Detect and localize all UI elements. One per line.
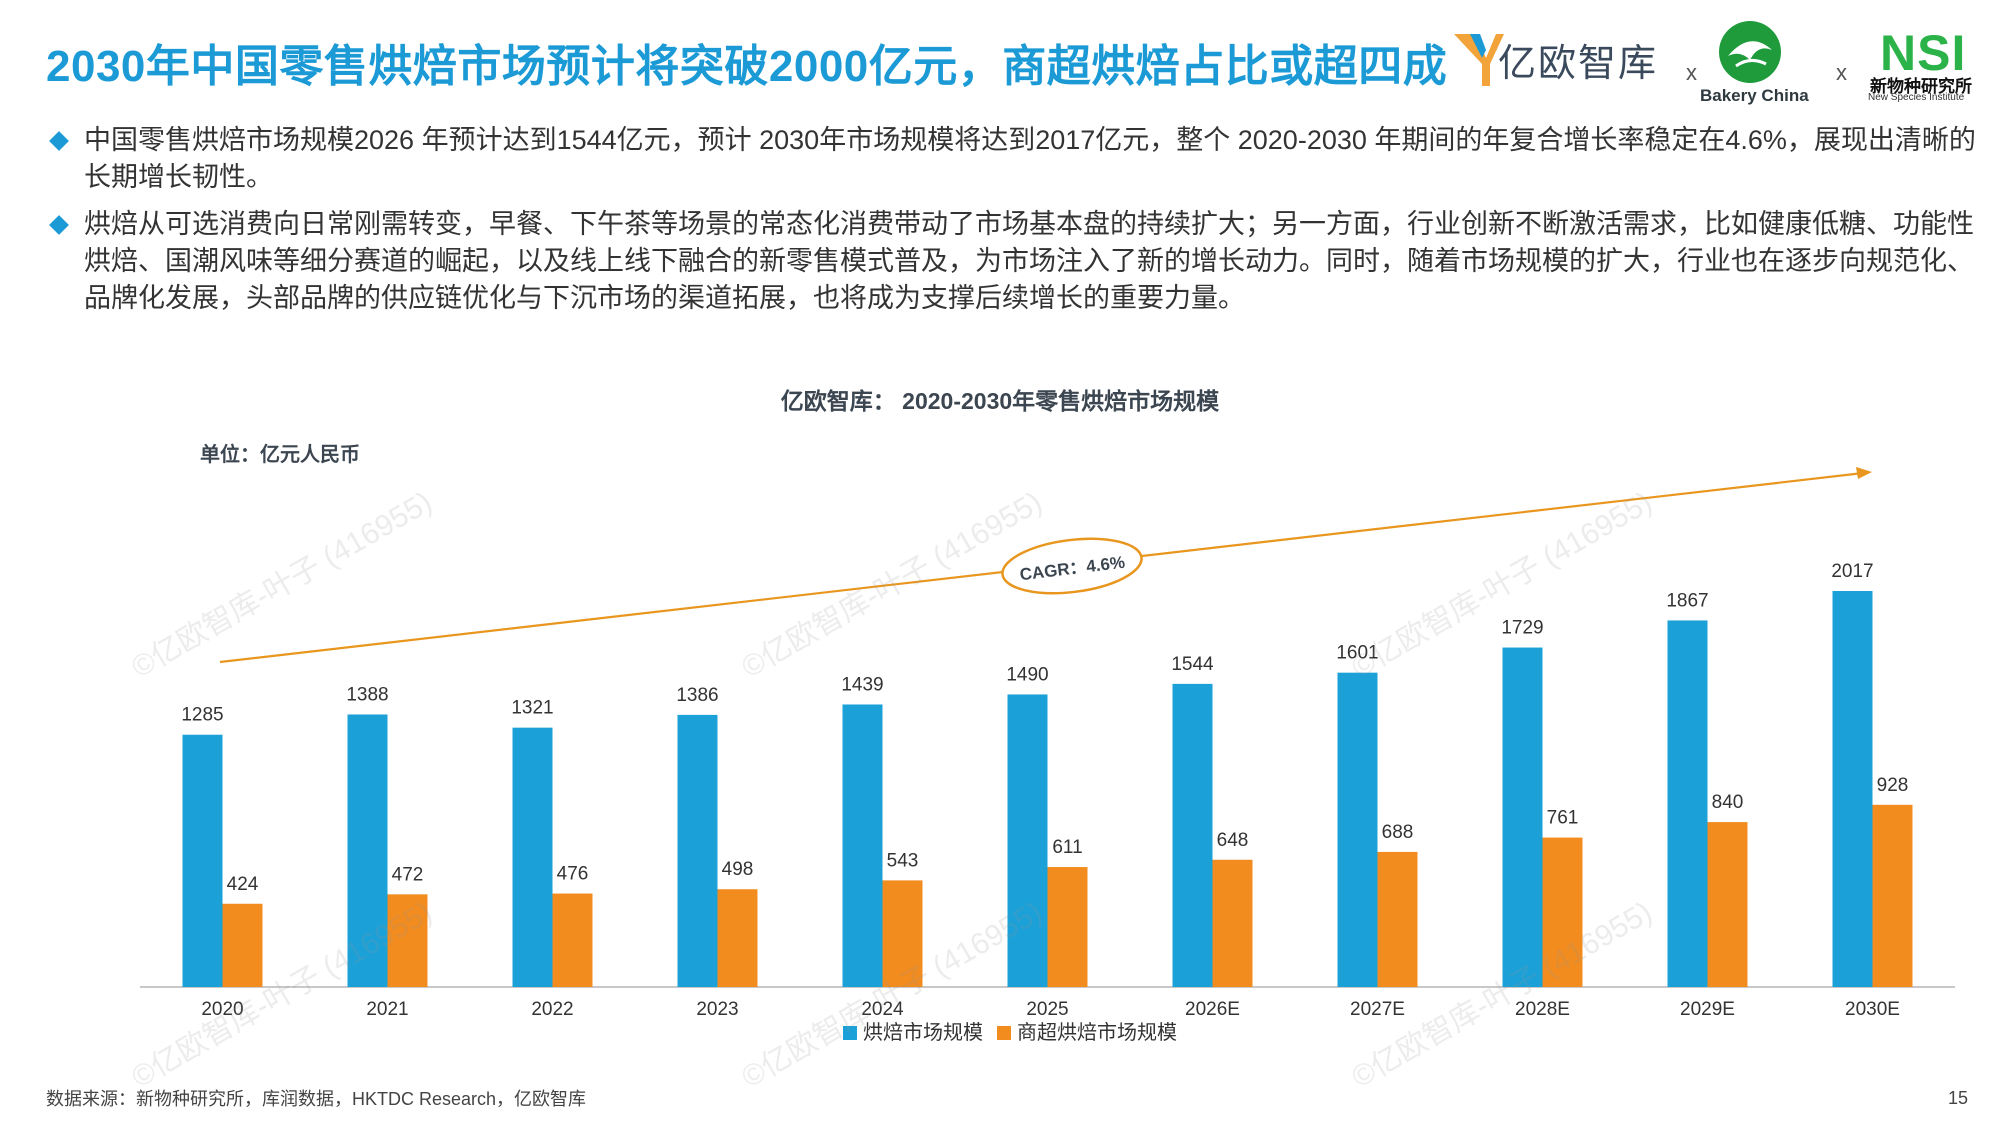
yiou-logo-icon bbox=[1454, 34, 1504, 86]
bar bbox=[347, 714, 388, 987]
data-label: 840 bbox=[1712, 792, 1744, 813]
bar bbox=[882, 880, 923, 987]
data-label: 498 bbox=[722, 859, 754, 880]
bar bbox=[552, 893, 593, 987]
x-tick-label: 2021 bbox=[366, 999, 408, 1020]
bar bbox=[1542, 837, 1583, 987]
bullet-list: 中国零售烘焙市场规模2026 年预计达到1544亿元，预计 2030年市场规模将… bbox=[46, 122, 1976, 327]
bullet-text: 烘焙从可选消费向日常刚需转变，早餐、下午茶等场景的常态化消费带动了市场基本盘的持… bbox=[84, 209, 1974, 313]
chart-title: 亿欧智库： 2020-2030年零售烘焙市场规模 bbox=[780, 388, 1220, 414]
unit-label: 单位：亿元人民币 bbox=[200, 444, 360, 466]
nsi-en-name: New Species Institute bbox=[1868, 92, 1965, 103]
data-label: 1729 bbox=[1501, 618, 1543, 639]
bar bbox=[1832, 591, 1873, 987]
x-tick-label: 2029E bbox=[1680, 999, 1735, 1020]
cagr-arrowhead bbox=[1856, 467, 1872, 479]
data-label: 1439 bbox=[841, 674, 883, 695]
x-tick-label: 2022 bbox=[531, 999, 573, 1020]
data-label: 1867 bbox=[1666, 590, 1708, 611]
bullet-item: 烘焙从可选消费向日常刚需转变，早餐、下午茶等场景的常态化消费带动了市场基本盘的持… bbox=[46, 206, 1976, 317]
bar bbox=[717, 889, 758, 987]
bar bbox=[1502, 647, 1543, 987]
x-tick-label: 2024 bbox=[861, 999, 904, 1020]
data-label: 424 bbox=[227, 874, 259, 895]
bar bbox=[1377, 851, 1418, 987]
data-label: 688 bbox=[1382, 822, 1414, 843]
bar bbox=[1337, 672, 1378, 987]
data-label: 1321 bbox=[511, 698, 553, 719]
bullet-item: 中国零售烘焙市场规模2026 年预计达到1544亿元，预计 2030年市场规模将… bbox=[46, 122, 1976, 196]
data-label: 1388 bbox=[346, 684, 388, 705]
bar bbox=[1007, 694, 1048, 987]
bar bbox=[1667, 620, 1708, 987]
data-source: 数据来源：新物种研究所，库润数据，HKTDC Research，亿欧智库 bbox=[46, 1089, 587, 1109]
nsi-cn-name: 新物种研究所 bbox=[1870, 77, 1972, 96]
data-label: 928 bbox=[1877, 775, 1909, 796]
data-label: 1601 bbox=[1336, 643, 1378, 664]
bar bbox=[1212, 859, 1253, 987]
data-label: 476 bbox=[557, 864, 589, 885]
bakery-china-logo-icon bbox=[1719, 21, 1781, 83]
bar bbox=[512, 727, 553, 987]
legend-swatch bbox=[997, 1026, 1011, 1040]
bar bbox=[1707, 822, 1748, 987]
yiou-logo-text: 亿欧智库 bbox=[1498, 41, 1659, 85]
bullet-text: 中国零售烘焙市场规模2026 年预计达到1544亿元，预计 2030年市场规模将… bbox=[84, 125, 1976, 192]
x-tick-label: 2023 bbox=[696, 999, 738, 1020]
x-tick-label: 2030E bbox=[1845, 999, 1900, 1020]
x-tick-label: 2020 bbox=[201, 999, 243, 1020]
data-label: 1544 bbox=[1171, 654, 1214, 675]
data-label: 648 bbox=[1217, 830, 1249, 851]
bakery-china-text: Bakery China bbox=[1700, 86, 1809, 105]
nsi-logo-text: NSI bbox=[1880, 25, 1967, 81]
legend-swatch bbox=[843, 1026, 857, 1040]
page-title: 2030年中国零售烘焙市场预计将突破2000亿元，商超烘焙占比或超四成 bbox=[46, 42, 1448, 91]
bar bbox=[222, 903, 263, 987]
bar bbox=[1047, 867, 1088, 987]
data-label: 1386 bbox=[676, 685, 718, 706]
partner-logos: 亿欧智库 x Bakery China x NSI 新物种研究所 New Spe… bbox=[1440, 20, 1980, 110]
data-label: 472 bbox=[392, 864, 424, 885]
data-label: 543 bbox=[887, 850, 919, 871]
bar bbox=[387, 894, 428, 987]
data-label: 1490 bbox=[1006, 664, 1048, 685]
bar bbox=[1172, 683, 1213, 987]
legend-label: 商超烘焙市场规模 bbox=[1017, 1021, 1177, 1044]
cagr-ellipse bbox=[1001, 537, 1143, 595]
logo-separator: x bbox=[1686, 60, 1697, 85]
bar bbox=[677, 714, 718, 987]
data-label: 1285 bbox=[181, 705, 223, 726]
bar bbox=[182, 734, 223, 987]
data-label: 2017 bbox=[1831, 561, 1873, 582]
page-number: 15 bbox=[1948, 1088, 1969, 1108]
data-label: 611 bbox=[1052, 837, 1082, 858]
x-tick-label: 2027E bbox=[1350, 999, 1405, 1020]
data-label: 761 bbox=[1547, 808, 1579, 829]
legend-label: 烘焙市场规模 bbox=[863, 1021, 983, 1044]
x-tick-label: 2028E bbox=[1515, 999, 1570, 1020]
x-tick-label: 2025 bbox=[1026, 999, 1068, 1020]
x-tick-label: 2026E bbox=[1185, 999, 1240, 1020]
logo-separator-2: x bbox=[1836, 60, 1847, 85]
bar bbox=[1872, 804, 1913, 987]
bar bbox=[842, 704, 883, 987]
